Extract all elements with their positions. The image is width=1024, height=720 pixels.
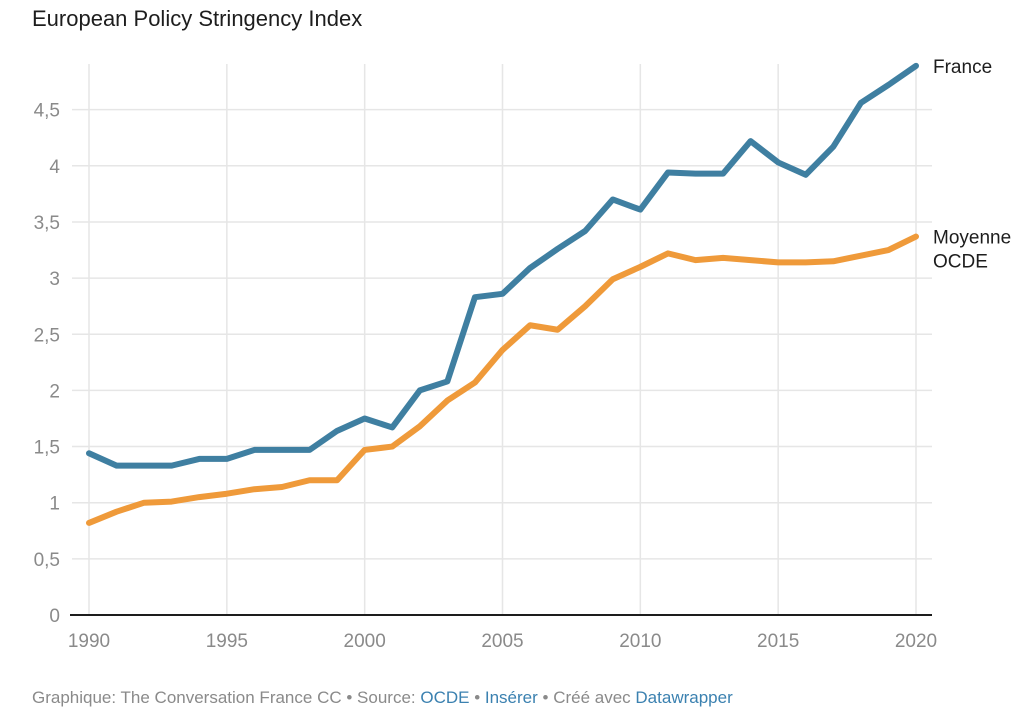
series-label: Moyenne xyxy=(933,228,1011,249)
y-tick-label: 3 xyxy=(49,269,60,290)
footer-source-label: Source: xyxy=(357,688,421,707)
chart-title: European Policy Stringency Index xyxy=(32,6,363,31)
y-tick-label: 2,5 xyxy=(34,325,60,346)
footer-separator: • xyxy=(341,688,358,707)
x-tick-label: 2020 xyxy=(895,631,937,652)
x-tick-label: 2005 xyxy=(481,631,523,652)
grid xyxy=(72,64,932,615)
series-line-france xyxy=(86,62,919,469)
series-labels: France Moyenne OCDE xyxy=(933,57,1011,273)
series-label: France xyxy=(933,57,992,78)
y-tick-label: 0 xyxy=(49,606,60,627)
x-tick-label: 2010 xyxy=(619,631,661,652)
series-label: OCDE xyxy=(933,252,988,273)
x-tick-label: 2015 xyxy=(757,631,799,652)
datawrapper-link[interactable]: Datawrapper xyxy=(635,688,733,707)
y-axis-ticks: 0 0,5 1 1,5 2 2,5 3 3,5 4 4,5 xyxy=(34,101,61,627)
embed-link[interactable]: Insérer xyxy=(484,688,538,707)
y-tick-label: 3,5 xyxy=(34,213,60,234)
series-lines xyxy=(86,62,919,526)
footer-separator: • xyxy=(469,688,485,707)
footer-created-label: Créé avec xyxy=(553,688,636,707)
y-tick-label: 4 xyxy=(49,157,60,178)
footer-separator: • xyxy=(537,688,554,707)
y-tick-label: 2 xyxy=(49,381,60,402)
y-tick-label: 1,5 xyxy=(34,438,60,459)
x-axis-ticks: 1990 1995 2000 2005 2010 2015 2020 xyxy=(68,631,937,652)
x-tick-label: 2000 xyxy=(344,631,386,652)
source-link[interactable]: OCDE xyxy=(420,688,470,707)
y-tick-label: 0,5 xyxy=(34,550,60,571)
series-line-moyenne-ocde xyxy=(86,233,919,526)
y-tick-label: 1 xyxy=(49,494,60,515)
x-tick-label: 1990 xyxy=(68,631,110,652)
y-tick-label: 4,5 xyxy=(34,101,60,122)
chart-footer: Graphique: The Conversation France CC • … xyxy=(32,688,733,708)
footer-credit: Graphique: The Conversation France CC xyxy=(32,688,342,707)
x-tick-label: 1995 xyxy=(206,631,248,652)
